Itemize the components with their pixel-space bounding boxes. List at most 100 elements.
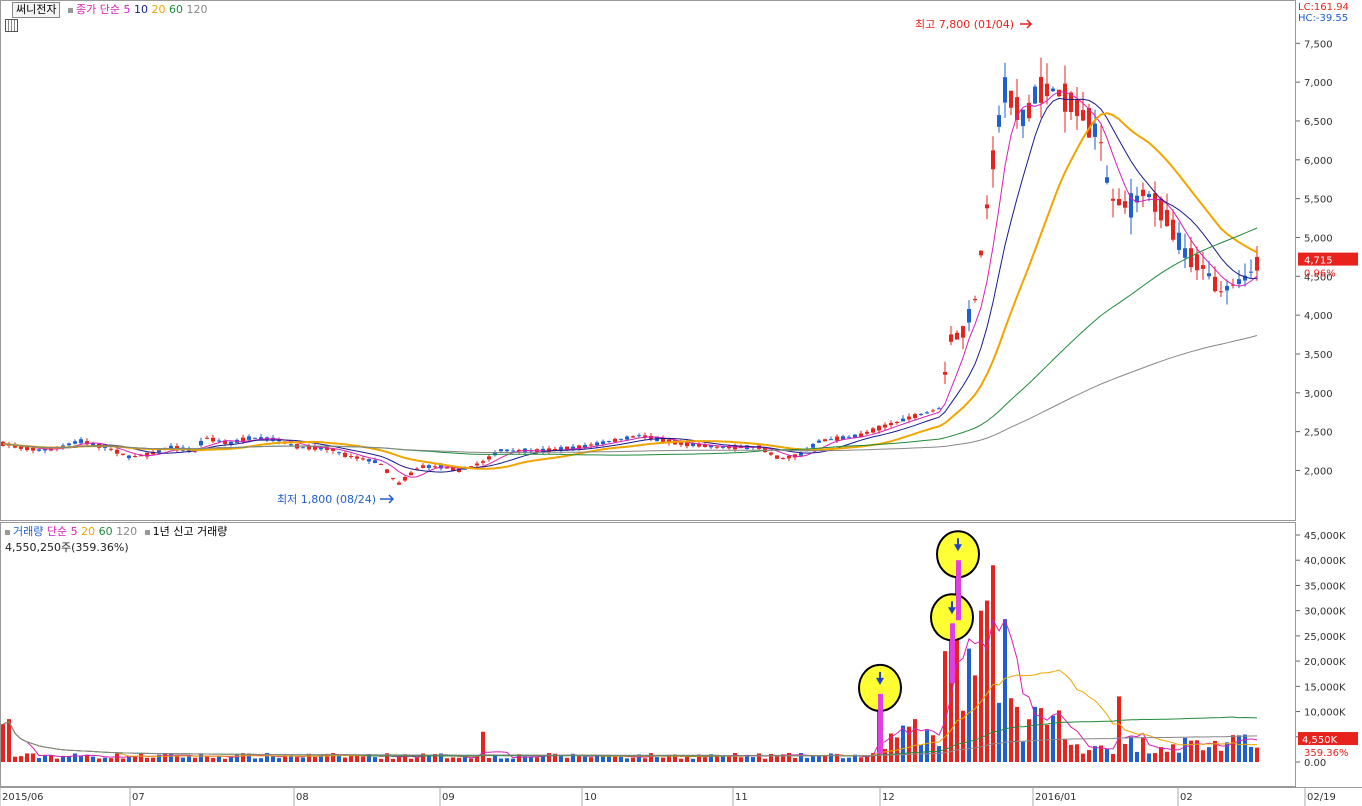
volume-bar <box>823 755 827 762</box>
candle-body <box>787 455 791 459</box>
candle-body <box>631 436 635 438</box>
ma10-line <box>2 97 1258 473</box>
volume-bar <box>169 753 173 762</box>
volume-bar <box>1183 737 1187 762</box>
volume-tick-label: 20,000K <box>1304 657 1346 668</box>
candle-body <box>895 422 899 424</box>
volume-bar <box>979 610 983 762</box>
candle-body <box>1219 291 1223 293</box>
volume-bar <box>1147 753 1151 762</box>
volume-bar <box>829 753 833 762</box>
candle-body <box>925 412 929 414</box>
candle-body <box>127 455 131 459</box>
candle-body <box>829 439 833 441</box>
candle-body <box>1 441 5 446</box>
volume-bar <box>211 757 215 762</box>
volume-bar <box>415 757 419 762</box>
volume-bar <box>163 753 167 762</box>
price-tick-label: 2,500 <box>1304 428 1333 439</box>
volume-bar <box>901 725 905 762</box>
candle-body <box>721 446 725 448</box>
volume-bar <box>1201 750 1205 762</box>
volume-bar <box>571 753 575 762</box>
candle-body <box>217 440 221 442</box>
lc-label: LC:161.94 <box>1298 2 1349 13</box>
volume-bar <box>1123 744 1127 762</box>
volume-bar <box>1099 745 1103 762</box>
volume-bar <box>529 757 533 762</box>
volume-bar <box>853 754 857 762</box>
volume-bar <box>1051 715 1055 762</box>
volume-bar <box>619 756 623 762</box>
candle-body <box>469 466 473 468</box>
candle-body <box>349 456 353 458</box>
volume-bar <box>805 757 809 762</box>
candle-body <box>865 431 869 434</box>
volume-bar <box>505 758 509 762</box>
candle-body <box>997 115 1001 127</box>
price-tick-label: 6,500 <box>1304 117 1333 128</box>
volume-ma5-line <box>2 618 1258 759</box>
volume-bar <box>601 755 605 762</box>
x-tick-label: 2015/06 <box>2 792 44 803</box>
ma-120-label: 120 <box>186 3 208 16</box>
volume-bar <box>355 755 359 762</box>
candle-body <box>379 463 383 465</box>
candle-body <box>571 446 575 450</box>
current-change-label: 0.96% <box>1304 269 1336 280</box>
candle-body <box>13 444 17 448</box>
volume-bar <box>493 755 497 762</box>
x-tick-label: 02/19 <box>1307 792 1336 803</box>
volume-bar <box>1069 744 1073 762</box>
volume-bar <box>139 753 143 762</box>
stock-name[interactable]: 써니전자 <box>12 2 61 18</box>
candle-body <box>427 465 431 468</box>
volume-bar <box>1003 619 1007 762</box>
ma-60-label: 60 <box>168 3 183 16</box>
candle-body <box>103 447 107 449</box>
candle-body <box>667 439 671 443</box>
volume-bar <box>19 756 23 762</box>
candle-body <box>1135 195 1139 203</box>
volume-bar <box>637 754 641 762</box>
grid-icon[interactable] <box>5 19 18 32</box>
volume-bar <box>535 757 539 762</box>
volume-bar <box>151 757 155 762</box>
candle-body <box>139 455 143 457</box>
volume-bar <box>757 753 761 762</box>
candle-body <box>499 449 503 452</box>
candle-body <box>157 449 161 453</box>
volume-bar <box>517 754 521 762</box>
candle-body <box>31 447 35 451</box>
volume-bar <box>271 756 275 762</box>
volume-bar <box>817 755 821 762</box>
new-high-bar-marker <box>950 623 955 684</box>
current-price-tag <box>1298 252 1358 266</box>
volume-bar <box>301 757 305 762</box>
volume-bar <box>793 758 797 762</box>
candle-body <box>1195 254 1199 271</box>
x-tick-label: 10 <box>584 792 597 803</box>
candle-body <box>661 437 665 443</box>
candle-body <box>1147 194 1151 197</box>
candle-body <box>1027 103 1031 119</box>
volume-bar <box>943 651 947 762</box>
ma-10-label: 10 <box>133 3 148 16</box>
candle-body <box>847 436 851 438</box>
candle-body <box>1165 209 1169 227</box>
candle-body <box>337 452 341 454</box>
candle-body <box>307 445 311 450</box>
volume-bar <box>721 756 725 762</box>
volume-bar <box>7 719 11 762</box>
volume-bar <box>1237 735 1241 762</box>
current-volume-tag <box>1298 732 1358 746</box>
candle-body <box>331 448 335 451</box>
price-tick-label: 2,000 <box>1304 466 1333 477</box>
volume-bar <box>655 757 659 762</box>
volume-bar <box>103 757 107 762</box>
candle-body <box>943 371 947 375</box>
volume-bar <box>37 758 41 762</box>
candle-body <box>811 443 815 448</box>
candle-body <box>1075 99 1079 116</box>
volume-bar <box>1225 742 1229 762</box>
